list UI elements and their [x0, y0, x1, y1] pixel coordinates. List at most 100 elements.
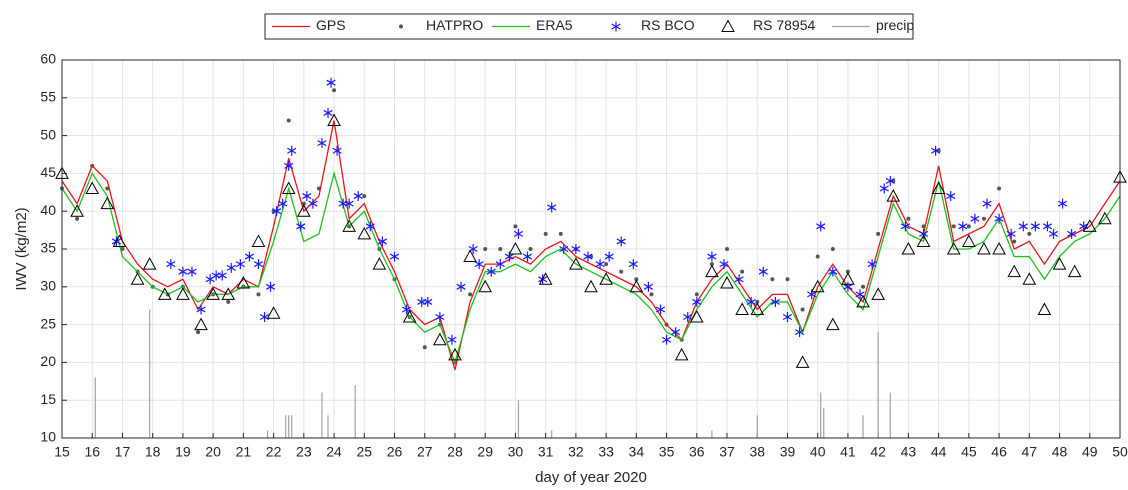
x-tick-label: 46: [991, 444, 1007, 460]
rs-star: [217, 270, 227, 281]
x-tick-label: 36: [689, 444, 705, 460]
rs-triangle: [372, 257, 387, 270]
rs-star: [235, 259, 245, 270]
rs-triangle: [1037, 302, 1052, 315]
rs-triangle: [871, 287, 886, 300]
legend-marker: [611, 21, 621, 32]
star-stroke: [217, 272, 227, 279]
hatpro-dot: [634, 277, 639, 282]
rs-star: [900, 221, 910, 232]
star-stroke: [643, 283, 654, 290]
star-stroke: [259, 314, 270, 321]
x-tick-label: 48: [1052, 444, 1068, 460]
star-stroke: [486, 268, 496, 275]
y-tick-label: 10: [40, 429, 56, 445]
rs-triangle: [916, 234, 931, 247]
star-stroke: [879, 185, 889, 192]
rs-triangle: [735, 302, 749, 315]
star-stroke: [931, 147, 941, 154]
rs-star: [867, 259, 877, 270]
star-stroke: [308, 200, 318, 207]
x-tick-label: 21: [236, 444, 252, 460]
rs-star: [296, 221, 306, 232]
hatpro-dot: [619, 269, 624, 274]
series-line: [61, 170, 1121, 365]
hatpro-dot: [226, 299, 231, 304]
x-tick-label: 40: [810, 444, 826, 460]
star-stroke: [187, 268, 197, 275]
rs-triangle: [1067, 264, 1082, 278]
rs-triangle: [629, 279, 644, 293]
rs-star: [423, 296, 433, 307]
rs-star: [323, 107, 333, 118]
star-stroke: [683, 314, 693, 321]
legend-box: [264, 13, 914, 40]
rs-triangle: [856, 294, 870, 308]
y-tick-label: 25: [40, 315, 56, 331]
star-stroke: [353, 193, 363, 200]
x-tick-label: 26: [387, 444, 403, 460]
rs-triangle: [795, 355, 810, 368]
star-stroke: [655, 306, 666, 313]
rs-triangle: [296, 204, 311, 217]
rs-triangle: [946, 241, 961, 255]
rs-star: [1030, 221, 1040, 232]
x-tick-label: 25: [356, 444, 372, 460]
rs-star: [244, 251, 255, 262]
rs-triangle: [251, 234, 266, 247]
rs-star: [946, 191, 956, 202]
star-stroke: [794, 329, 805, 336]
rs-triangle: [886, 189, 901, 202]
rs-star: [365, 221, 375, 232]
rs-triangle: [750, 302, 765, 315]
rs-triangle: [463, 249, 477, 263]
star-stroke: [770, 298, 780, 305]
rs-triangle: [342, 219, 357, 232]
rs-star: [595, 259, 605, 270]
rs-star: [958, 221, 968, 232]
legend-label: ERA5: [536, 17, 573, 33]
star-stroke: [918, 230, 929, 237]
rs-triangle: [194, 317, 208, 331]
rs-star: [604, 251, 614, 262]
rs-star: [196, 304, 206, 315]
rs-star: [970, 213, 980, 224]
star-stroke: [326, 79, 336, 86]
star-stroke: [377, 238, 388, 245]
legend-label: GPS: [316, 17, 346, 33]
rs-star: [317, 138, 327, 149]
x-tick-label: 32: [568, 444, 584, 460]
y-axis-label: IWV (kg/m2): [13, 207, 30, 290]
hatpro-dot: [725, 247, 730, 251]
rs-triangle: [1007, 264, 1022, 278]
rs-star: [308, 198, 318, 209]
rs-star: [278, 198, 288, 209]
rs-star: [816, 221, 826, 232]
hatpro-dot: [422, 345, 427, 350]
star-stroke: [323, 109, 333, 116]
star-stroke: [265, 283, 276, 290]
star-stroke: [782, 314, 793, 321]
y-tick-label: 45: [40, 164, 56, 180]
star-stroke: [1048, 230, 1059, 237]
rs-star: [628, 259, 638, 270]
rs-star: [770, 296, 780, 307]
hatpro-dot: [755, 299, 760, 304]
legend-label: HATPRO: [426, 17, 483, 33]
rs-star: [547, 202, 557, 213]
rs-star: [1006, 228, 1016, 239]
rs-star: [918, 228, 929, 239]
rs-triangle: [357, 226, 372, 240]
x-tick-label: 42: [870, 444, 886, 460]
rs-triangle: [266, 306, 281, 319]
star-stroke: [166, 261, 176, 268]
star-stroke: [1079, 223, 1089, 230]
rs-triangle: [901, 241, 916, 255]
rs-star: [259, 312, 270, 323]
x-tick-label: 39: [780, 444, 796, 460]
x-tick-label: 24: [326, 444, 342, 460]
hatpro-dot: [1012, 239, 1017, 244]
rs-triangle: [705, 264, 719, 278]
rs-star: [1079, 221, 1089, 232]
rs-star: [885, 175, 895, 186]
